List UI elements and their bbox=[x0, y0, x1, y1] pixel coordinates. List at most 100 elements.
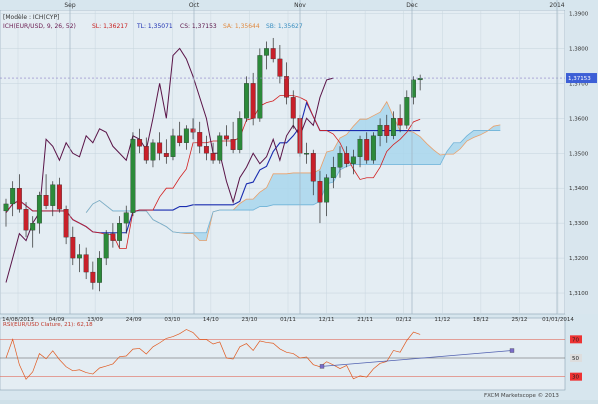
trendline-handle-start bbox=[319, 364, 325, 369]
rsi-tick-label: 50 bbox=[572, 356, 579, 362]
candle-body bbox=[317, 181, 323, 203]
candle-body bbox=[230, 139, 236, 150]
candle-body bbox=[337, 153, 343, 168]
candle-body bbox=[77, 254, 82, 259]
x-tick-label: 25/12 bbox=[511, 317, 527, 323]
x-tick-label: 01/11 bbox=[280, 317, 296, 323]
month-label: Oct bbox=[189, 2, 200, 9]
footer-credit: FXCM Marketscope © 2013 bbox=[484, 392, 559, 399]
candle-body bbox=[90, 271, 96, 283]
candle-body bbox=[130, 139, 136, 213]
indicator-header: ICH(EUR/USD, 9, 26, 52) SL: 1,36217 TL: … bbox=[3, 23, 303, 30]
candle-body bbox=[223, 135, 229, 140]
candle-body bbox=[197, 132, 203, 147]
top-month-bar bbox=[0, 0, 598, 10]
x-tick-label: 23/10 bbox=[241, 317, 257, 323]
candle-body bbox=[157, 142, 163, 154]
main-plot-area bbox=[0, 9, 566, 315]
candle-body bbox=[137, 139, 143, 147]
y-tick-label: 1,3700 bbox=[569, 81, 589, 87]
candle-body bbox=[290, 97, 296, 119]
candle-body bbox=[217, 135, 223, 161]
ichimoku-cloud bbox=[85, 100, 501, 242]
y-tick-label: 1,3800 bbox=[569, 46, 589, 52]
candle-body bbox=[10, 188, 16, 205]
cs-value: CS: 1,37153 bbox=[180, 23, 217, 30]
candle-body bbox=[284, 76, 290, 98]
month-label: Sep bbox=[64, 2, 76, 9]
candle-body bbox=[83, 254, 89, 273]
candle-body bbox=[304, 153, 310, 155]
candle-body bbox=[150, 142, 156, 161]
rsi-label: RSI(EUR/USD Clature, 21): 62,18 bbox=[3, 322, 93, 328]
candle-body bbox=[163, 153, 169, 157]
candle-body bbox=[411, 79, 416, 98]
candle-body bbox=[56, 184, 62, 210]
candle-body bbox=[277, 58, 283, 77]
x-tick-label: 01/01/2014 bbox=[542, 317, 574, 323]
candle-body bbox=[23, 209, 29, 231]
candle-body bbox=[97, 257, 102, 283]
indicator-name: ICH(EUR/USD, 9, 26, 52) bbox=[3, 23, 76, 30]
y-tick-label: 1,3900 bbox=[569, 11, 589, 17]
candle-body bbox=[203, 146, 209, 154]
trendline-handle-end bbox=[509, 348, 515, 353]
y-tick-label: 1,3200 bbox=[569, 256, 589, 262]
candle-body bbox=[244, 83, 249, 119]
last-price-tag bbox=[566, 73, 597, 84]
candle-body bbox=[30, 222, 36, 231]
month-label: Dec bbox=[406, 2, 418, 9]
candle-body bbox=[390, 118, 396, 136]
y-tick-label: 1,3600 bbox=[569, 116, 589, 122]
candle-body bbox=[143, 146, 149, 161]
x-tick-label: 14/10 bbox=[203, 317, 219, 323]
sa-value: SA: 1,35644 bbox=[223, 23, 260, 30]
candle-body bbox=[210, 153, 216, 161]
candle-body bbox=[183, 128, 189, 143]
x-tick-label: 21/11 bbox=[357, 317, 373, 323]
price-axis-panel bbox=[565, 10, 598, 314]
candle-body bbox=[370, 135, 376, 161]
candle-body bbox=[50, 184, 56, 206]
candle-body bbox=[117, 222, 123, 241]
x-tick-label: 11/12 bbox=[434, 317, 450, 323]
senkou-span-b bbox=[85, 130, 501, 234]
cloud-area bbox=[86, 101, 501, 241]
month-label: 2014 bbox=[549, 2, 564, 9]
x-tick-label: 14/08/2013 bbox=[2, 317, 34, 323]
candle-body bbox=[397, 118, 403, 126]
candles bbox=[3, 37, 423, 292]
rsi-level-tag bbox=[570, 335, 582, 344]
ichimoku-lines bbox=[5, 47, 421, 283]
candle-body bbox=[417, 77, 423, 81]
candle-body bbox=[123, 212, 129, 224]
x-tick-label: 13/09 bbox=[87, 317, 103, 323]
rsi-tick-label: 30 bbox=[572, 375, 579, 381]
candle-body bbox=[357, 139, 363, 157]
candle-body bbox=[70, 236, 76, 259]
candle-body bbox=[177, 135, 183, 143]
x-tick-label: 04/09 bbox=[49, 317, 65, 323]
chikou-span-line bbox=[5, 47, 334, 283]
tl-value: TL: 1,35071 bbox=[136, 23, 173, 30]
candle-body bbox=[103, 233, 109, 259]
date-axis: 14/08/2013 04/09 13/09 24/09 03/10 14/10 23/10… bbox=[2, 317, 574, 323]
candle-body bbox=[110, 233, 116, 241]
tenkan-sen-line bbox=[5, 95, 421, 249]
y-tick-label: 1,3400 bbox=[569, 186, 589, 192]
candle-body bbox=[16, 188, 22, 210]
x-tick-label: 03/10 bbox=[164, 317, 180, 323]
candle-body bbox=[364, 139, 370, 161]
month-axis: Sep Oct Nov Dec 2014 bbox=[64, 0, 565, 314]
rsi-panel: 70 50 30 bbox=[0, 329, 582, 381]
x-tick-label: 12/11 bbox=[319, 317, 335, 323]
rsi-level-tag bbox=[570, 354, 582, 362]
candle-body bbox=[330, 167, 336, 178]
x-tick-label: 02/12 bbox=[396, 317, 412, 323]
x-tick-label: 24/09 bbox=[126, 317, 142, 323]
candle-body bbox=[324, 177, 330, 203]
candle-body bbox=[250, 83, 256, 119]
rsi-line bbox=[5, 329, 421, 380]
